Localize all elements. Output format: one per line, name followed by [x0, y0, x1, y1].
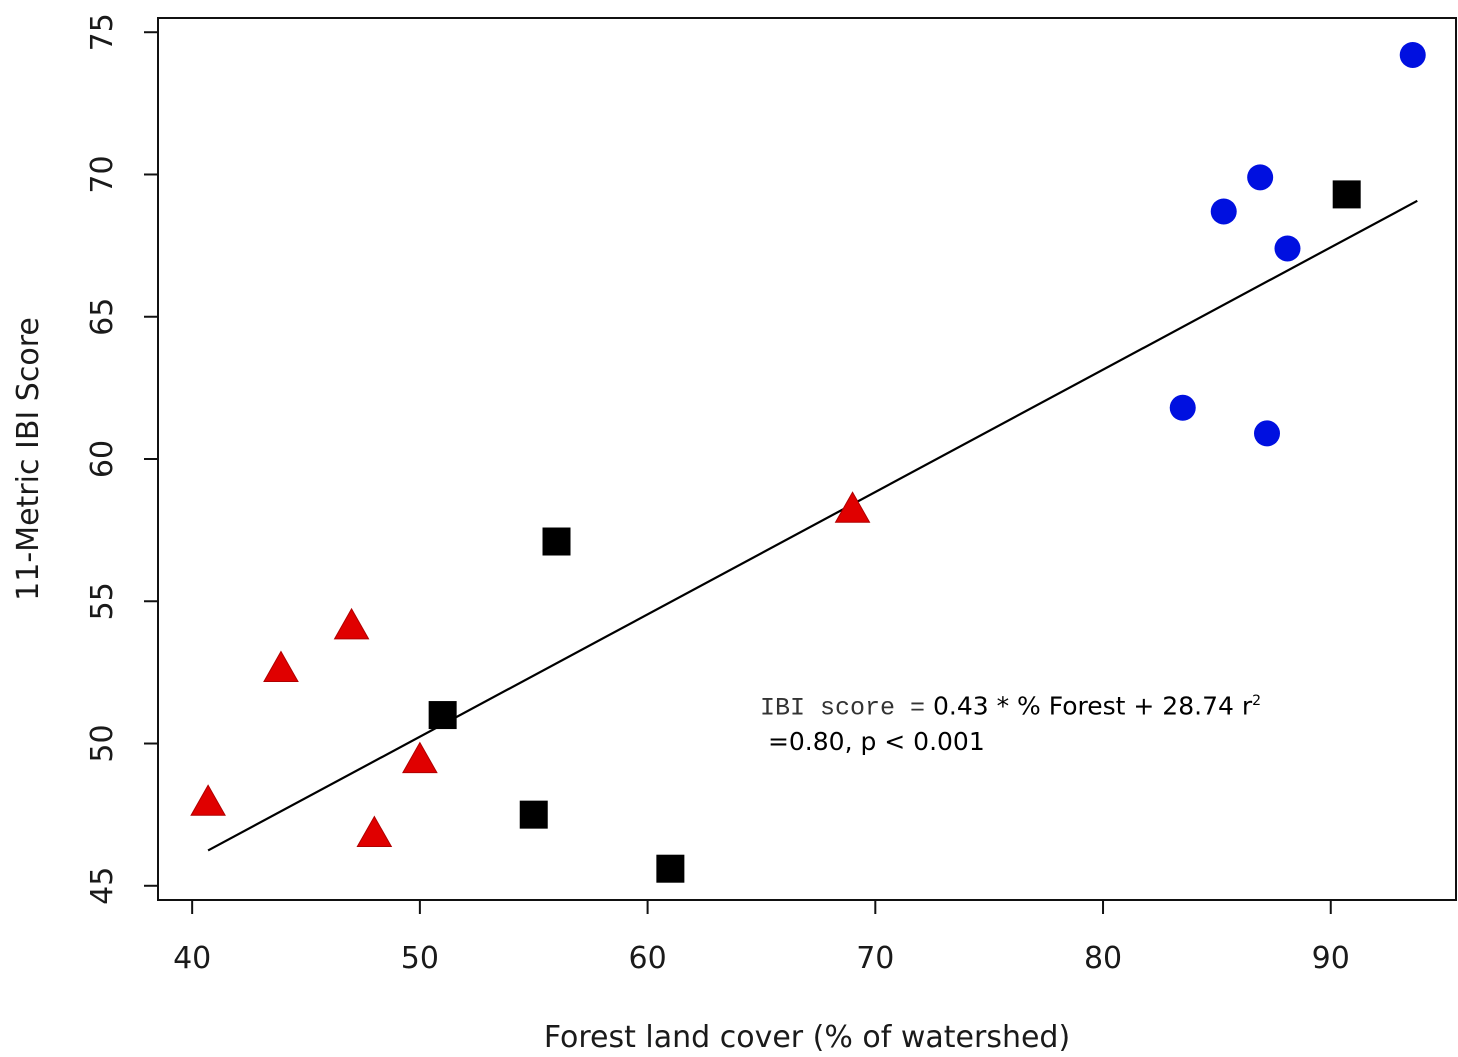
y-tick-label: 60	[85, 440, 120, 478]
circle-point	[1253, 420, 1280, 447]
y-tick-label: 70	[85, 155, 120, 193]
triangle-point	[356, 815, 393, 848]
x-axis-title: Forest land cover (% of watershed)	[544, 1020, 1070, 1055]
y-tick-label: 50	[85, 724, 120, 762]
regression-line	[207, 199, 1418, 852]
circle-point	[1247, 164, 1274, 191]
triangle-point	[263, 650, 299, 683]
square-point	[656, 854, 685, 883]
y-tick-label: 75	[85, 13, 120, 51]
x-tick-label: 50	[401, 941, 439, 976]
data-points	[190, 41, 1426, 883]
y-tick-label: 45	[85, 867, 120, 905]
circle-point	[1399, 41, 1426, 68]
equation-superscript: 2	[1252, 693, 1262, 709]
circle-point	[1169, 394, 1196, 421]
x-tick-label: 90	[1312, 941, 1350, 976]
y-axis-title: 11-Metric IBI Score	[11, 317, 46, 601]
triangle-point	[834, 491, 871, 523]
x-axis: 40 50 60 70 80 90	[173, 900, 1350, 976]
x-tick-label: 80	[1084, 941, 1122, 976]
circle-point	[1210, 198, 1237, 225]
y-axis: 45 50 55 60 65 70 75	[85, 13, 158, 905]
square-point	[1332, 180, 1361, 209]
triangle-point	[333, 607, 370, 640]
x-tick-label: 60	[629, 941, 667, 976]
y-tick-label: 65	[85, 298, 120, 336]
circle-point	[1274, 235, 1301, 262]
y-tick-label: 55	[85, 582, 120, 620]
triangle-point	[190, 784, 226, 816]
triangle-point	[402, 741, 438, 774]
equation-text: 0.43 * % Forest + 28.74 r	[932, 691, 1253, 721]
regression-equation: IBI score = 0.43 * % Forest + 28.74 r2 =…	[760, 684, 1320, 759]
plot-frame	[157, 17, 1457, 901]
square-point	[542, 527, 571, 556]
x-tick-label: 70	[856, 941, 894, 976]
x-tick-label: 40	[173, 941, 211, 976]
square-point	[519, 800, 548, 829]
equation-stats: =0.80, p < 0.001	[767, 727, 985, 757]
square-point	[428, 701, 457, 730]
equation-prefix: IBI score =	[760, 693, 926, 723]
regression-line-group	[207, 199, 1418, 852]
